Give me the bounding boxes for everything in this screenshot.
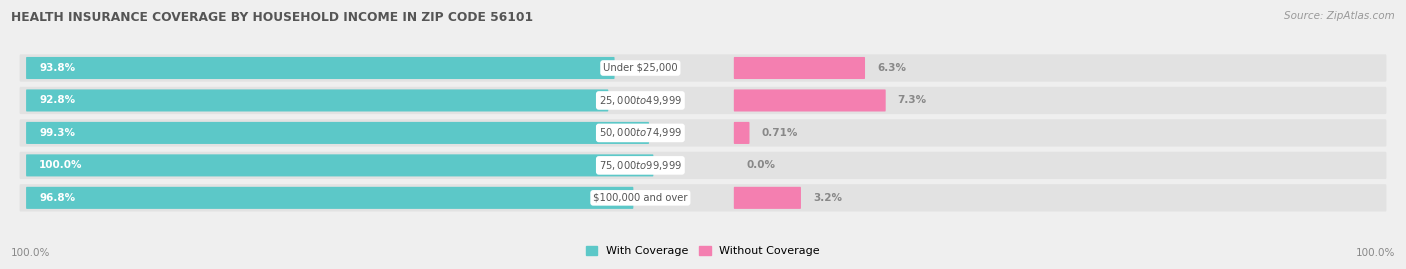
FancyBboxPatch shape: [20, 152, 1386, 179]
Text: 93.8%: 93.8%: [39, 63, 76, 73]
Text: 7.3%: 7.3%: [897, 95, 927, 105]
Text: 3.2%: 3.2%: [813, 193, 842, 203]
FancyBboxPatch shape: [27, 187, 633, 209]
FancyBboxPatch shape: [20, 184, 1386, 211]
Legend: With Coverage, Without Coverage: With Coverage, Without Coverage: [582, 241, 824, 261]
Text: 100.0%: 100.0%: [39, 160, 83, 170]
Text: 0.0%: 0.0%: [747, 160, 776, 170]
Text: $75,000 to $99,999: $75,000 to $99,999: [599, 159, 682, 172]
FancyBboxPatch shape: [734, 57, 865, 79]
Text: $25,000 to $49,999: $25,000 to $49,999: [599, 94, 682, 107]
Text: 0.71%: 0.71%: [762, 128, 797, 138]
Text: Source: ZipAtlas.com: Source: ZipAtlas.com: [1284, 11, 1395, 21]
Text: 6.3%: 6.3%: [877, 63, 905, 73]
FancyBboxPatch shape: [27, 122, 650, 144]
FancyBboxPatch shape: [20, 54, 1386, 82]
Text: Under $25,000: Under $25,000: [603, 63, 678, 73]
Text: $50,000 to $74,999: $50,000 to $74,999: [599, 126, 682, 139]
FancyBboxPatch shape: [734, 89, 886, 111]
Text: 100.0%: 100.0%: [1355, 248, 1395, 258]
Text: 92.8%: 92.8%: [39, 95, 76, 105]
FancyBboxPatch shape: [20, 119, 1386, 147]
Text: $100,000 and over: $100,000 and over: [593, 193, 688, 203]
FancyBboxPatch shape: [27, 89, 609, 111]
Text: HEALTH INSURANCE COVERAGE BY HOUSEHOLD INCOME IN ZIP CODE 56101: HEALTH INSURANCE COVERAGE BY HOUSEHOLD I…: [11, 11, 533, 24]
FancyBboxPatch shape: [734, 187, 801, 209]
FancyBboxPatch shape: [20, 87, 1386, 114]
Text: 96.8%: 96.8%: [39, 193, 76, 203]
FancyBboxPatch shape: [27, 57, 614, 79]
Text: 99.3%: 99.3%: [39, 128, 75, 138]
FancyBboxPatch shape: [27, 154, 654, 176]
FancyBboxPatch shape: [734, 122, 749, 144]
Text: 100.0%: 100.0%: [11, 248, 51, 258]
